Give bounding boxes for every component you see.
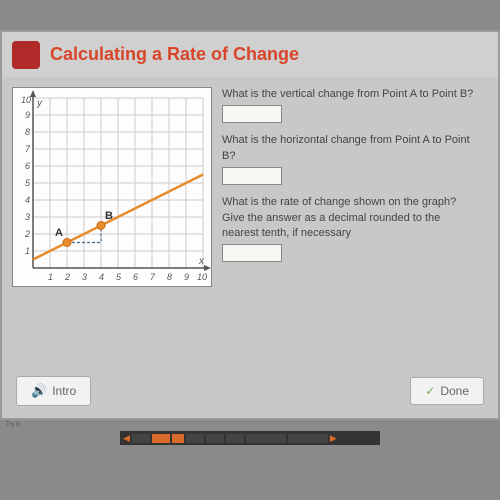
content-area: A B y x 1 2 3 4 5 6 7 8 9 10 1 2 3 4 5 6 7 8 9 10	[2, 77, 498, 367]
svg-text:4: 4	[25, 195, 30, 205]
point-a-label: A	[55, 227, 63, 239]
q2-input[interactable]	[222, 167, 282, 185]
intro-button[interactable]: 🔊 Intro	[16, 376, 91, 406]
next-arrow-icon[interactable]: ▶	[330, 433, 337, 444]
q1-input[interactable]	[222, 105, 282, 123]
axes	[30, 90, 211, 271]
badge-label: Try It	[6, 422, 19, 428]
grid	[33, 98, 203, 268]
q2-text: What is the horizontal change from Point…	[222, 134, 470, 161]
y-ticks: 1 2 3 4 5 6 7 8 9 10	[21, 95, 31, 256]
svg-text:5: 5	[25, 178, 31, 188]
svg-text:2: 2	[24, 229, 30, 239]
header: Try It Calculating a Rate of Change	[2, 32, 498, 77]
intro-label: Intro	[52, 384, 76, 398]
progress-seg[interactable]	[288, 434, 328, 443]
q3-text: What is the rate of change shown on the …	[222, 196, 456, 239]
svg-text:2: 2	[64, 272, 70, 282]
svg-text:9: 9	[25, 110, 30, 120]
speaker-icon: 🔊	[31, 383, 47, 399]
svg-text:3: 3	[25, 212, 30, 222]
point-b	[97, 222, 105, 230]
badge-icon	[12, 41, 40, 69]
done-button[interactable]: ✓ Done	[410, 377, 484, 405]
page-title: Calculating a Rate of Change	[50, 44, 299, 65]
progress-seg[interactable]	[226, 434, 244, 443]
question-3: What is the rate of change shown on the …	[222, 195, 478, 262]
svg-text:8: 8	[25, 127, 30, 137]
progress-seg[interactable]	[206, 434, 224, 443]
app-window: Try It Calculating a Rate of Change	[0, 30, 500, 420]
svg-text:7: 7	[150, 272, 156, 282]
svg-text:10: 10	[197, 272, 207, 282]
q1-text: What is the vertical change from Point A…	[222, 88, 473, 100]
progress-seg[interactable]	[172, 434, 184, 443]
svg-text:6: 6	[25, 161, 30, 171]
point-a	[63, 239, 71, 247]
x-label: x	[198, 256, 205, 267]
q3-input[interactable]	[222, 244, 282, 262]
svg-text:5: 5	[116, 272, 122, 282]
prev-arrow-icon[interactable]: ◀	[123, 433, 130, 444]
x-ticks: 1 2 3 4 5 6 7 8 9 10	[48, 272, 207, 282]
progress-seg[interactable]	[132, 434, 150, 443]
progress-seg[interactable]	[152, 434, 170, 443]
progress-seg[interactable]	[186, 434, 204, 443]
question-1: What is the vertical change from Point A…	[222, 87, 478, 123]
question-2: What is the horizontal change from Point…	[222, 133, 478, 185]
svg-text:4: 4	[99, 272, 104, 282]
done-label: Done	[440, 384, 469, 398]
svg-text:1: 1	[25, 246, 30, 256]
chart: A B y x 1 2 3 4 5 6 7 8 9 10 1 2 3 4 5 6 7 8 9 10	[12, 87, 212, 287]
progress-bar: ◀ ▶	[120, 431, 380, 445]
svg-text:9: 9	[184, 272, 189, 282]
svg-text:10: 10	[21, 95, 31, 105]
progress-seg[interactable]	[246, 434, 286, 443]
check-icon: ✓	[425, 384, 435, 398]
svg-text:7: 7	[25, 144, 31, 154]
svg-text:8: 8	[167, 272, 172, 282]
point-b-label: B	[105, 210, 113, 222]
svg-text:3: 3	[82, 272, 87, 282]
y-label: y	[36, 98, 43, 109]
footer: 🔊 Intro ✓ Done	[2, 372, 498, 410]
questions-panel: What is the vertical change from Point A…	[212, 87, 488, 357]
chart-svg: A B y x 1 2 3 4 5 6 7 8 9 10 1 2 3 4 5 6 7 8 9 10	[13, 88, 213, 288]
svg-text:1: 1	[48, 272, 53, 282]
svg-text:6: 6	[133, 272, 138, 282]
tryit-badge: Try It	[12, 41, 50, 69]
